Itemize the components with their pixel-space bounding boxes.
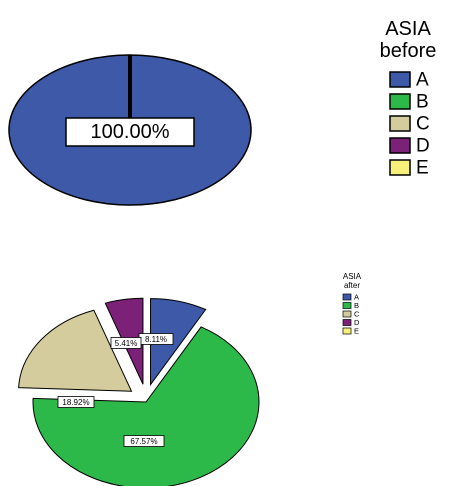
data-label-d: 5.41% — [110, 337, 142, 349]
pie-slice-b — [32, 326, 260, 486]
legend-swatch-a — [389, 71, 411, 88]
legend-item-c: C — [342, 310, 360, 319]
legend-swatch-c — [389, 115, 411, 132]
data-label-c: 18.92% — [57, 396, 95, 408]
svg-text:67.57%: 67.57% — [130, 437, 157, 446]
legend-label-e: E — [354, 327, 359, 336]
data-label-b: 67.57% — [123, 435, 165, 447]
legend-label-b: B — [416, 92, 429, 113]
legend-swatch-b — [342, 302, 352, 309]
legend-swatch-c — [342, 310, 352, 318]
legend-swatch-e — [342, 327, 352, 335]
legend-label-d: D — [416, 136, 430, 157]
legend-subtitle-before: before — [380, 40, 437, 62]
legend-item-e: E — [389, 158, 429, 179]
pie-slice-a — [150, 298, 207, 387]
legend-item-a: A — [389, 70, 429, 91]
legend-swatch-a — [342, 293, 352, 301]
legend-label-c: C — [354, 310, 360, 319]
legend-label-d: D — [354, 318, 360, 327]
svg-text:5.41%: 5.41% — [115, 339, 138, 348]
legend-label-a: A — [354, 293, 359, 302]
legend-label-e: E — [416, 158, 429, 179]
legend-title-after: ASIA — [343, 272, 362, 281]
legend-swatch-b — [389, 93, 411, 110]
data-label-a: 100.00% — [65, 117, 195, 147]
legend-item-e: E — [342, 327, 359, 336]
pie-slice-c — [18, 309, 133, 392]
legend-item-c: C — [389, 114, 430, 135]
pie-after: 8.11% 67.57% 18.92% 5.41% — [18, 297, 260, 486]
svg-text:8.11%: 8.11% — [145, 335, 167, 344]
legend-subtitle-after: after — [344, 281, 360, 290]
data-label-a: 8.11% — [138, 333, 174, 345]
legend-item-b: B — [389, 92, 429, 113]
legend-title-before: ASIA — [385, 18, 431, 40]
legend-item-d: D — [389, 136, 430, 157]
legend-swatch-d — [342, 319, 352, 326]
legend-item-d: D — [342, 318, 360, 327]
legend-label-c: C — [416, 114, 430, 135]
legend-label-b: B — [354, 301, 359, 310]
pie-before: 100.00% — [8, 54, 252, 206]
svg-text:100.00%: 100.00% — [91, 121, 170, 143]
legend-item-a: A — [342, 293, 359, 302]
legend-item-b: B — [342, 301, 359, 310]
legend-swatch-d — [389, 137, 411, 154]
legend-swatch-e — [389, 159, 411, 176]
legend-label-a: A — [416, 70, 429, 91]
svg-text:18.92%: 18.92% — [62, 398, 89, 407]
